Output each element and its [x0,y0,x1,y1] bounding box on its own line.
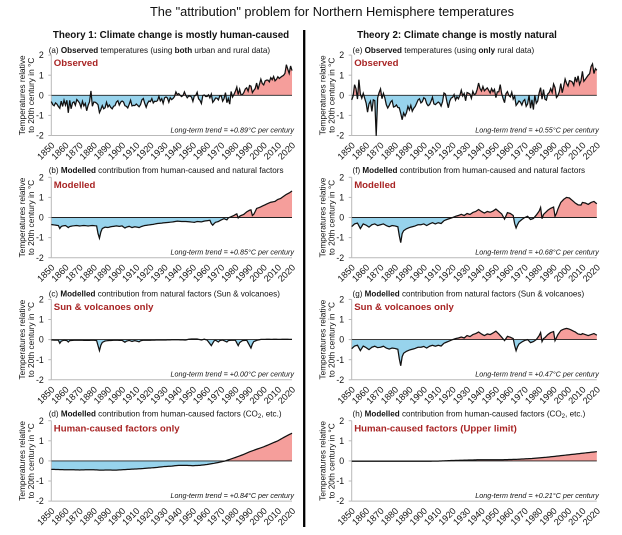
svg-text:Temperatures relative: Temperatures relative [17,177,27,257]
svg-text:Long-term trend = +0.84°C per: Long-term trend = +0.84°C per century [170,491,294,500]
svg-text:1: 1 [339,193,344,203]
svg-text:Sun & volcanoes only: Sun & volcanoes only [54,302,154,313]
svg-text:Long-term trend = +0.55°C per: Long-term trend = +0.55°C per century [475,125,599,134]
svg-text:2: 2 [39,172,44,182]
svg-text:Modelled: Modelled [54,180,96,191]
svg-text:Theory 2: Climate change is mo: Theory 2: Climate change is mostly natur… [357,30,557,41]
svg-text:-2: -2 [336,253,344,263]
svg-text:-2: -2 [36,375,44,385]
svg-text:Long-term trend = +0.21°C per: Long-term trend = +0.21°C per century [475,491,599,500]
svg-text:1: 1 [39,70,44,80]
svg-text:Human-caused factors only: Human-caused factors only [54,424,180,435]
svg-text:0: 0 [39,213,44,223]
svg-text:0: 0 [339,90,344,100]
svg-text:Long-term trend = +0.68°C per: Long-term trend = +0.68°C per century [475,248,599,257]
svg-text:Temperatures relative: Temperatures relative [17,55,27,135]
svg-text:(f) Modelled contribution from: (f) Modelled contribution from human-cau… [353,166,586,175]
svg-text:-2: -2 [36,253,44,263]
svg-text:to 20th century in °C: to 20th century in °C [26,58,36,133]
svg-text:Observed: Observed [354,58,398,69]
svg-text:-2: -2 [336,131,344,141]
svg-text:2: 2 [339,50,344,60]
svg-text:Temperatures relative: Temperatures relative [317,55,327,135]
svg-text:0: 0 [339,335,344,345]
svg-text:to 20th century in °C: to 20th century in °C [326,58,336,133]
svg-text:-2: -2 [336,496,344,506]
svg-text:-1: -1 [336,355,344,365]
svg-text:(g) Modelled contribution from: (g) Modelled contribution from natural f… [353,289,585,298]
svg-text:-2: -2 [36,131,44,141]
svg-text:Temperatures relative: Temperatures relative [317,421,327,501]
svg-text:(c) Modelled contribution from: (c) Modelled contribution from natural f… [49,289,281,298]
svg-text:1: 1 [39,193,44,203]
svg-text:2: 2 [39,295,44,305]
svg-text:2: 2 [339,295,344,305]
svg-text:-1: -1 [36,233,44,243]
svg-text:-1: -1 [36,111,44,121]
svg-text:Temperatures relative: Temperatures relative [317,299,327,379]
svg-text:-2: -2 [336,375,344,385]
svg-text:1: 1 [39,315,44,325]
svg-text:Temperatures relative: Temperatures relative [17,421,27,501]
svg-text:(h) Modelled contribution from: (h) Modelled contribution from human-cau… [353,410,586,421]
svg-text:Human-caused factors (Upper li: Human-caused factors (Upper limit) [354,424,517,435]
svg-text:-1: -1 [36,355,44,365]
svg-text:0: 0 [339,213,344,223]
svg-text:to 20th century in °C: to 20th century in °C [26,180,36,255]
svg-text:Temperatures relative: Temperatures relative [317,177,327,257]
svg-text:Long-term trend = +0.89°C per: Long-term trend = +0.89°C per century [170,125,294,134]
svg-text:0: 0 [39,90,44,100]
svg-text:1: 1 [39,436,44,446]
svg-text:Long-term trend = +0.47°C per: Long-term trend = +0.47°C per century [475,370,599,379]
svg-text:-1: -1 [336,476,344,486]
svg-text:2: 2 [39,416,44,426]
svg-text:to 20th century in °C: to 20th century in °C [26,423,36,498]
svg-text:0: 0 [39,456,44,466]
svg-text:1: 1 [339,70,344,80]
svg-text:Theory 1: Climate change is mo: Theory 1: Climate change is mostly human… [53,30,289,41]
svg-text:2: 2 [39,50,44,60]
svg-text:(a) Observed temperatures (usi: (a) Observed temperatures (using both ur… [49,46,271,55]
svg-text:Observed: Observed [54,58,98,69]
svg-text:The "attribution" problem for: The "attribution" problem for Northern H… [150,4,514,19]
svg-text:Long-term trend = +0.85°C per: Long-term trend = +0.85°C per century [170,248,294,257]
svg-text:-1: -1 [336,233,344,243]
svg-text:Temperatures relative: Temperatures relative [17,299,27,379]
svg-text:Sun & volcanoes only: Sun & volcanoes only [354,302,454,313]
svg-text:to 20th century in °C: to 20th century in °C [326,423,336,498]
svg-text:to 20th century in °C: to 20th century in °C [26,302,36,377]
svg-text:Long-term trend = +0.00°C per: Long-term trend = +0.00°C per century [170,370,294,379]
svg-text:(b) Modelled contribution from: (b) Modelled contribution from human-cau… [49,166,284,175]
svg-text:0: 0 [39,335,44,345]
svg-text:to 20th century in °C: to 20th century in °C [326,302,336,377]
svg-text:-1: -1 [36,476,44,486]
svg-text:0: 0 [339,456,344,466]
svg-text:-1: -1 [336,111,344,121]
svg-text:-2: -2 [36,496,44,506]
svg-text:(d) Modelled contribution from: (d) Modelled contribution from human-cau… [49,410,282,421]
svg-text:(e) Observed temperatures (usi: (e) Observed temperatures (using only ru… [353,46,535,55]
svg-text:2: 2 [339,172,344,182]
svg-text:1: 1 [339,315,344,325]
svg-text:1: 1 [339,436,344,446]
svg-text:to 20th century in °C: to 20th century in °C [326,180,336,255]
svg-text:2: 2 [339,416,344,426]
svg-text:Modelled: Modelled [354,180,396,191]
